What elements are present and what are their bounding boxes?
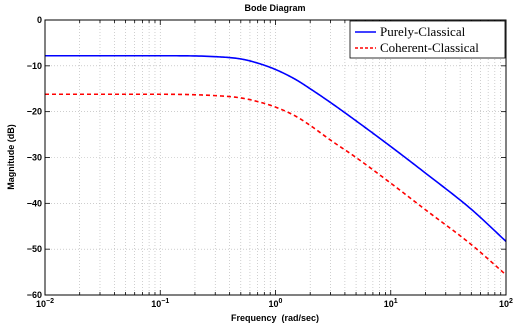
series-line-purely-classical	[45, 54, 507, 242]
x-tick-label: 10−1	[151, 298, 169, 309]
legend-box	[349, 20, 506, 59]
y-tick-label: −50	[27, 244, 42, 254]
x-tick-label: 100	[269, 298, 283, 309]
y-tick-label: −20	[27, 107, 42, 117]
y-tick-label: −40	[27, 198, 42, 208]
y-tick-label: −30	[27, 153, 42, 163]
x-axis-label: Frequency (rad/sec)	[231, 313, 319, 323]
y-axis-label: Magnitude (dB)	[6, 124, 16, 190]
x-tick-label: 10−2	[36, 298, 54, 309]
series-line-coherent-classical	[45, 93, 507, 276]
chart-title: Bode Diagram	[244, 3, 305, 13]
y-tick-label: −60	[27, 290, 42, 300]
series-layer	[45, 54, 507, 276]
x-tick-label: 102	[499, 298, 513, 309]
grid	[45, 20, 506, 295]
legend-label-purely-classical: Purely-Classical	[380, 24, 466, 39]
legend: Purely-Classical Coherent-Classical	[349, 20, 506, 59]
y-tick-label: −10	[27, 61, 42, 71]
x-tick-label: 101	[384, 298, 398, 309]
legend-label-coherent-classical: Coherent-Classical	[380, 40, 479, 55]
y-tick-label: 0	[37, 15, 42, 25]
